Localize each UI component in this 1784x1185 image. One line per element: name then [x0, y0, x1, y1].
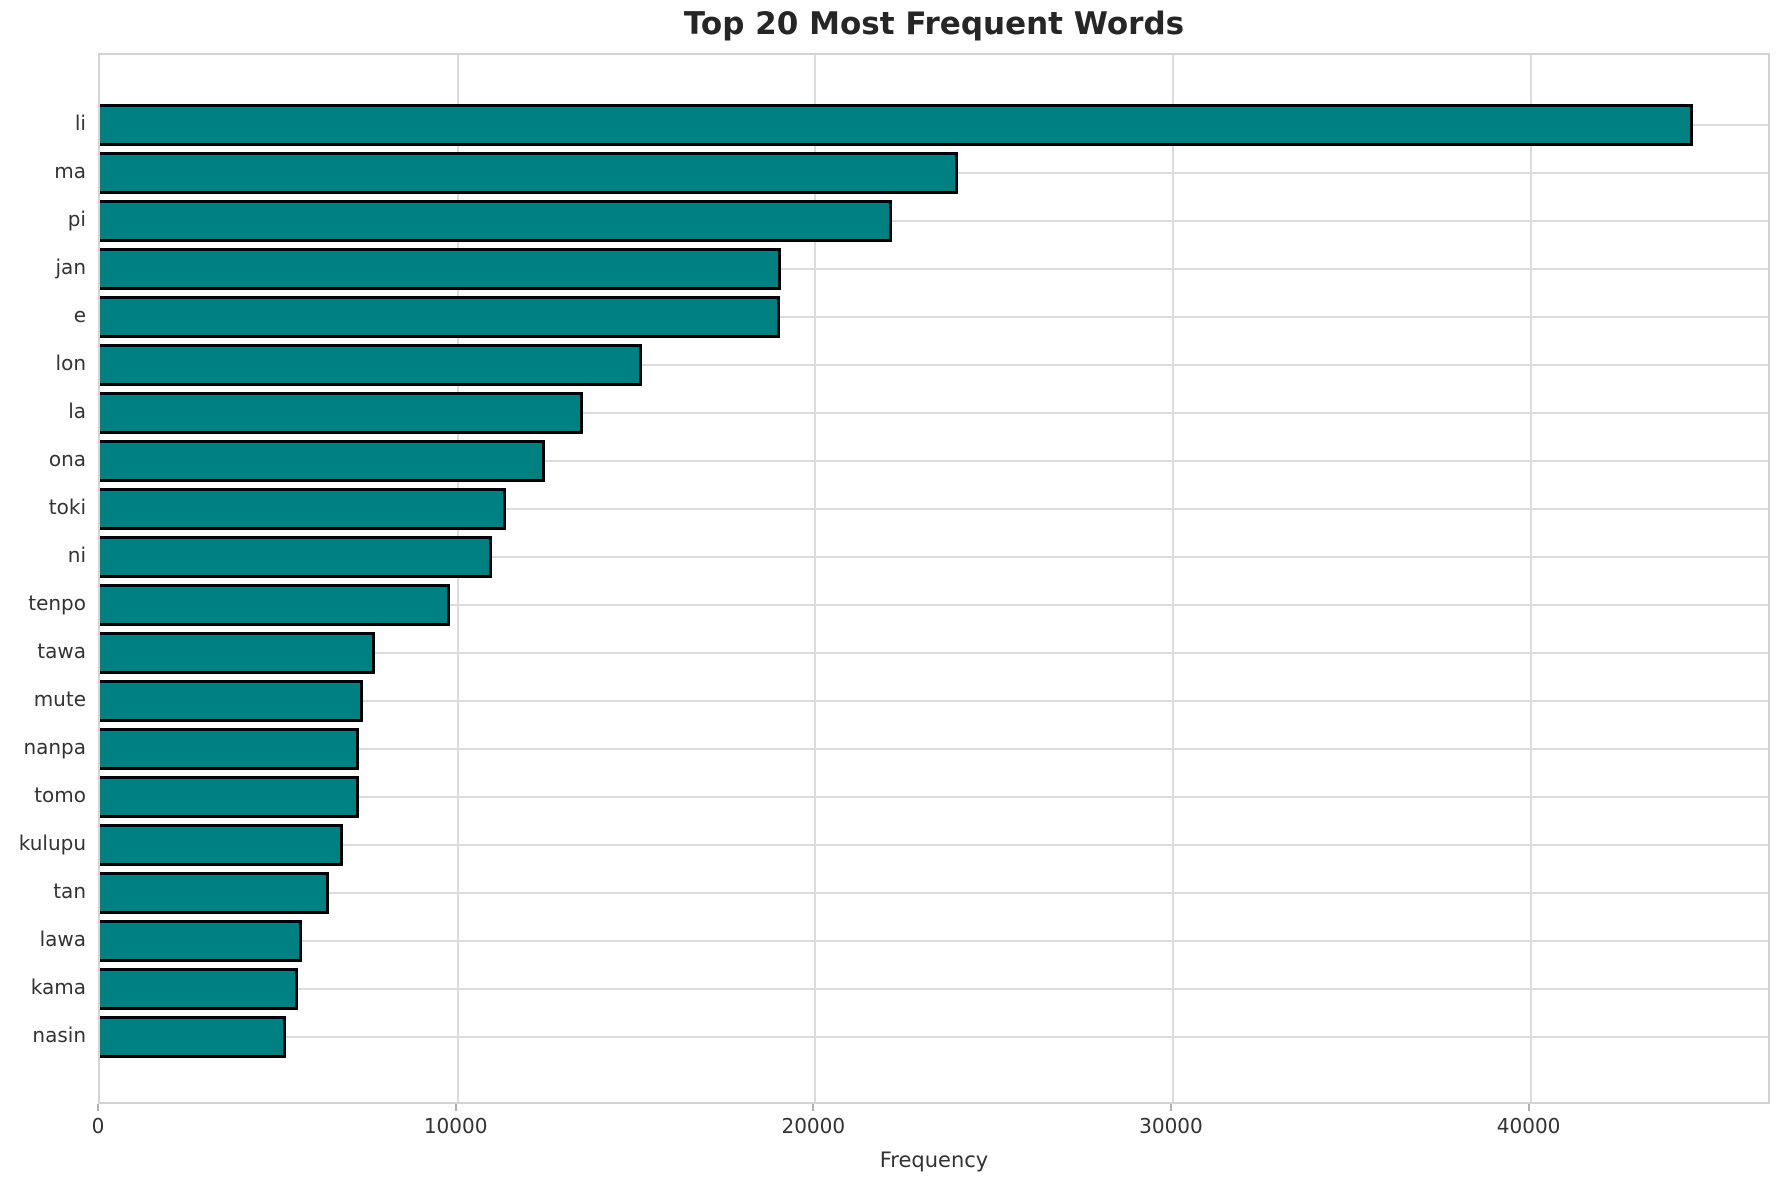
x-tick-label: 20000: [781, 1114, 846, 1138]
gridline-y: [100, 940, 1768, 942]
gridline-x: [814, 55, 817, 1102]
x-tick-label: 40000: [1496, 1114, 1561, 1138]
x-axis-label: Frequency: [879, 1148, 989, 1172]
y-tick-label: lon: [55, 351, 86, 375]
bar-ma: [100, 152, 959, 194]
x-tick-mark: [1527, 1104, 1530, 1111]
bar-kulupu: [100, 824, 344, 866]
y-tick-label: toki: [48, 495, 86, 519]
y-tick-label: ni: [67, 543, 86, 567]
x-tick-mark: [1169, 1104, 1172, 1111]
bar-tan: [100, 872, 329, 914]
bar-toki: [100, 488, 506, 530]
gridline-y: [100, 796, 1768, 798]
gridline-y: [100, 412, 1768, 414]
chart-title: Top 20 Most Frequent Words: [683, 6, 1185, 42]
bar-ona: [100, 440, 546, 482]
bar-ni: [100, 536, 492, 578]
gridline-y: [100, 220, 1768, 222]
bar-lawa: [100, 920, 303, 962]
bar-kama: [100, 968, 299, 1010]
bar-li: [100, 104, 1694, 146]
x-tick-mark: [812, 1104, 815, 1111]
y-tick-label: ona: [48, 447, 86, 471]
y-tick-label: pi: [67, 207, 86, 231]
gridline-y: [100, 268, 1768, 270]
bar-jan: [100, 248, 782, 290]
x-tick-mark: [454, 1104, 457, 1111]
y-tick-label: tan: [53, 879, 86, 903]
gridline-y: [100, 556, 1768, 558]
y-tick-label: kama: [30, 975, 86, 999]
gridline-y: [100, 460, 1768, 462]
bar-tawa: [100, 632, 376, 674]
bar-la: [100, 392, 583, 434]
x-tick-label: 10000: [423, 1114, 488, 1138]
x-tick-label: 0: [91, 1114, 105, 1138]
y-tick-label: tawa: [37, 639, 86, 663]
bar-nasin: [100, 1016, 286, 1058]
bar-tomo: [100, 776, 359, 818]
gridline-y: [100, 988, 1768, 990]
y-tick-label: la: [68, 399, 86, 423]
bar-tenpo: [100, 584, 451, 626]
y-tick-label: ma: [54, 159, 86, 183]
gridline-y: [100, 1036, 1768, 1038]
gridline-x: [456, 55, 459, 1102]
x-tick-mark: [97, 1104, 99, 1111]
gridline-y: [100, 316, 1768, 318]
gridline-x: [1171, 55, 1174, 1102]
y-tick-label: tenpo: [28, 591, 86, 615]
gridline-y: [100, 844, 1768, 846]
bar-mute: [100, 680, 363, 722]
gridline-y: [100, 364, 1768, 366]
gridline-y: [100, 604, 1768, 606]
gridline-y: [100, 508, 1768, 510]
y-tick-label: lawa: [39, 927, 86, 951]
gridline-x: [1529, 55, 1532, 1102]
gridline-y: [100, 892, 1768, 894]
bar-nanpa: [100, 728, 360, 770]
gridline-y: [100, 748, 1768, 750]
bar-lon: [100, 344, 642, 386]
bar-pi: [100, 200, 893, 242]
bar-e: [100, 296, 780, 338]
y-tick-label: li: [74, 111, 86, 135]
x-tick-label: 30000: [1139, 1114, 1203, 1138]
y-tick-label: mute: [33, 687, 86, 711]
gridline-y: [100, 652, 1768, 654]
y-tick-label: nanpa: [23, 735, 86, 759]
y-tick-label: e: [73, 303, 86, 327]
y-tick-label: jan: [55, 255, 87, 279]
y-tick-label: tomo: [34, 783, 86, 807]
y-tick-label: nasin: [32, 1023, 86, 1047]
gridline-y: [100, 700, 1768, 702]
plot-area: [98, 53, 1770, 1104]
y-tick-label: kulupu: [18, 831, 86, 855]
